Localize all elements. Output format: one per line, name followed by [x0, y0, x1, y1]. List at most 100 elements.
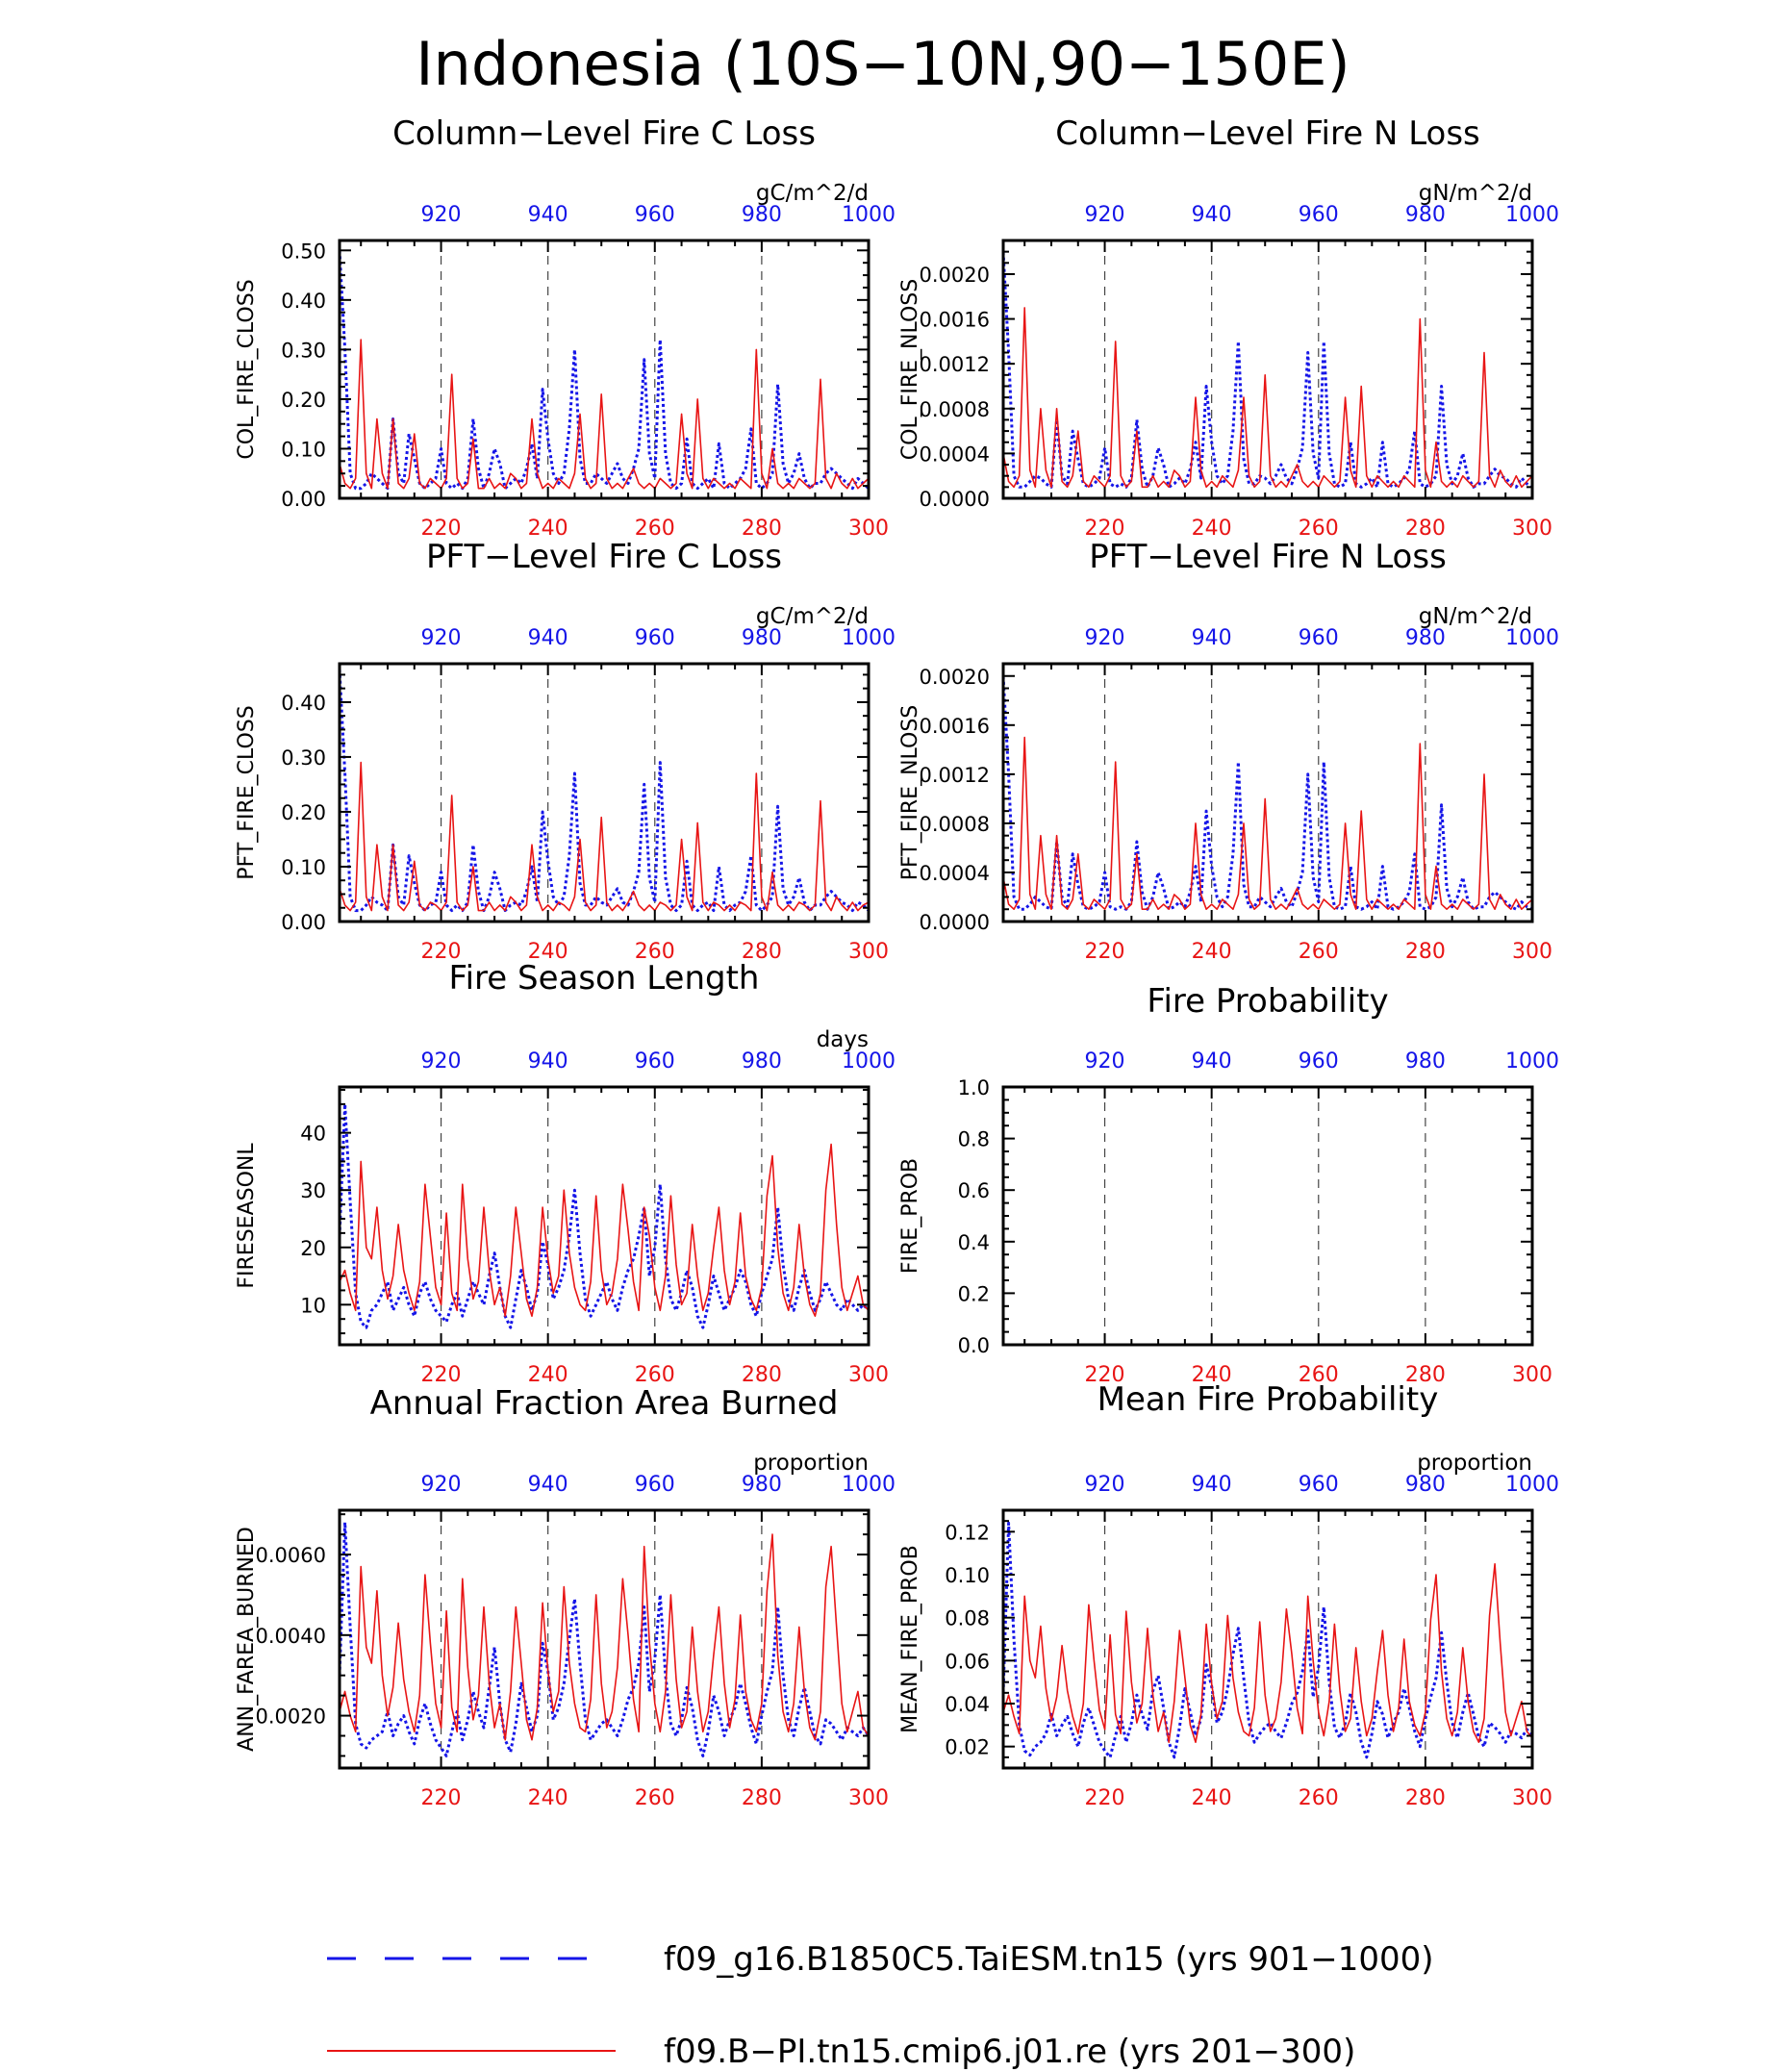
- x-tick-label-top: 960: [1299, 1473, 1339, 1497]
- x-tick-label-bottom: 280: [742, 517, 782, 541]
- x-tick-label-bottom: 220: [421, 1363, 462, 1387]
- panel-title: Column−Level Fire C Loss: [392, 114, 816, 153]
- series-line-case-a: [1001, 675, 1533, 911]
- x-tick-label-bottom: 240: [1192, 1363, 1232, 1387]
- y-tick-label: 0.30: [281, 746, 326, 770]
- plot-frame: [1001, 662, 1534, 923]
- panel-4: PFT−Level Fire N Loss gN/m^2/d PFT_FIRE_NL…: [898, 538, 1559, 964]
- x-tick-label-bottom: 220: [421, 517, 462, 541]
- x-tick-label-bottom: 280: [742, 940, 782, 964]
- panel-8: Mean Fire Probability proportion MEAN_FIRE…: [898, 1380, 1559, 1810]
- x-tick-label-top: 1000: [842, 1473, 896, 1497]
- y-tick-label: 0.0004: [920, 862, 990, 885]
- x-tick-label-bottom: 300: [848, 1786, 889, 1810]
- y-tick-label: 0.00: [281, 911, 326, 934]
- units-label: gN/m^2/d: [1419, 604, 1532, 629]
- units-label: gC/m^2/d: [756, 181, 869, 206]
- y-tick-label: 20: [300, 1237, 326, 1260]
- y-axis-label: FIRESEASONL: [235, 1143, 259, 1289]
- x-tick-label-top: 920: [421, 1473, 462, 1497]
- y-tick-label: 10: [300, 1294, 326, 1317]
- x-tick-label-top: 960: [635, 203, 675, 227]
- x-tick-label-top: 920: [421, 626, 462, 650]
- x-tick-label-bottom: 300: [1512, 1363, 1552, 1387]
- x-tick-label-top: 980: [1405, 1473, 1446, 1497]
- y-tick-label: 0.40: [281, 692, 326, 715]
- x-tick-label-top: 940: [1192, 203, 1232, 227]
- x-tick-label-bottom: 280: [1405, 1363, 1446, 1387]
- x-tick-label-top: 920: [421, 1049, 462, 1074]
- x-tick-label-top: 960: [635, 1473, 675, 1497]
- x-tick-label-top: 1000: [1505, 626, 1559, 650]
- y-tick-label: 0.20: [281, 389, 326, 412]
- x-tick-label-bottom: 260: [1299, 1363, 1339, 1387]
- panel-title: Fire Season Length: [449, 959, 760, 998]
- y-axis-label: COL_FIRE_NLOSS: [898, 279, 922, 460]
- panel-7: Annual Fraction Area Burned proportion ANN…: [235, 1384, 896, 1810]
- legend-label-case-a: f09_g16.B1850C5.TaiESM.tn15 (yrs 901−100…: [664, 1940, 1434, 1979]
- series-line-case-a: [338, 1521, 870, 1757]
- panel-1: Column−Level Fire C Loss gC/m^2/d COL_FIRE…: [235, 114, 896, 541]
- plot-frame: [338, 662, 870, 923]
- x-tick-label-bottom: 260: [635, 1363, 675, 1387]
- panel-3: PFT−Level Fire C Loss gC/m^2/d PFT_FIRE_CL…: [235, 538, 896, 964]
- x-tick-label-bottom: 300: [1512, 517, 1552, 541]
- units-label: proportion: [753, 1451, 869, 1476]
- y-tick-label: 0.20: [281, 801, 326, 824]
- y-tick-label: 0.0000: [920, 911, 990, 934]
- units-label: proportion: [1417, 1451, 1532, 1476]
- x-tick-label-bottom: 240: [1192, 940, 1232, 964]
- y-tick-label: 0.4: [958, 1231, 990, 1254]
- x-tick-label-bottom: 280: [742, 1786, 782, 1810]
- x-tick-label-bottom: 240: [528, 1363, 568, 1387]
- x-tick-label-top: 1000: [1505, 203, 1559, 227]
- x-tick-label-bottom: 220: [1085, 1786, 1125, 1810]
- y-tick-label: 30: [300, 1179, 326, 1202]
- y-tick-label: 0.10: [281, 438, 326, 461]
- x-tick-label-top: 940: [528, 1473, 568, 1497]
- x-tick-label-bottom: 260: [1299, 940, 1339, 964]
- x-tick-label-top: 960: [635, 626, 675, 650]
- plot-frame: [1001, 239, 1534, 500]
- x-tick-label-bottom: 300: [848, 517, 889, 541]
- x-tick-label-bottom: 260: [1299, 517, 1339, 541]
- x-tick-label-top: 980: [742, 203, 782, 227]
- x-tick-label-bottom: 240: [528, 1786, 568, 1810]
- y-axis-label: ANN_FAREA_BURNED: [235, 1527, 259, 1752]
- y-tick-label: 0.0000: [920, 488, 990, 511]
- x-tick-label-top: 980: [1405, 1049, 1446, 1074]
- x-tick-label-top: 980: [1405, 626, 1446, 650]
- y-tick-label: 0.0016: [920, 715, 990, 738]
- x-tick-label-bottom: 260: [1299, 1786, 1339, 1810]
- page-title: Indonesia (10S−10N,90−150E): [416, 29, 1350, 99]
- x-tick-label-top: 960: [1299, 203, 1339, 227]
- x-tick-label-top: 1000: [842, 1049, 896, 1074]
- y-tick-label: 0.0020: [920, 666, 990, 689]
- x-tick-label-top: 980: [742, 1473, 782, 1497]
- units-label: days: [817, 1027, 869, 1052]
- y-tick-label: 0.0012: [920, 353, 990, 376]
- x-tick-label-top: 940: [1192, 626, 1232, 650]
- panel-title: PFT−Level Fire N Loss: [1089, 538, 1447, 576]
- series-line-case-b: [339, 761, 870, 912]
- x-tick-label-bottom: 220: [1085, 940, 1125, 964]
- legend: f09_g16.B1850C5.TaiESM.tn15 (yrs 901−100…: [327, 1940, 1434, 2071]
- y-tick-label: 0.12: [945, 1521, 990, 1544]
- x-tick-label-top: 1000: [1505, 1049, 1559, 1074]
- x-tick-label-top: 1000: [842, 626, 896, 650]
- series-line-case-b: [1002, 307, 1533, 489]
- y-tick-label: 0.40: [281, 290, 326, 313]
- y-tick-label: 0.02: [945, 1736, 990, 1759]
- x-tick-label-top: 980: [742, 1049, 782, 1074]
- series-line-case-a: [338, 250, 870, 491]
- series-line-case-b: [1002, 736, 1533, 911]
- y-tick-label: 0.10: [281, 856, 326, 879]
- x-tick-label-bottom: 300: [1512, 940, 1552, 964]
- x-tick-label-top: 940: [528, 626, 568, 650]
- x-tick-label-top: 920: [421, 203, 462, 227]
- panel-title: PFT−Level Fire C Loss: [426, 538, 782, 576]
- panel-2: Column−Level Fire N Loss gN/m^2/d COL_FIRE…: [898, 114, 1559, 541]
- y-tick-label: 0.6: [958, 1179, 990, 1202]
- x-tick-label-top: 960: [635, 1049, 675, 1074]
